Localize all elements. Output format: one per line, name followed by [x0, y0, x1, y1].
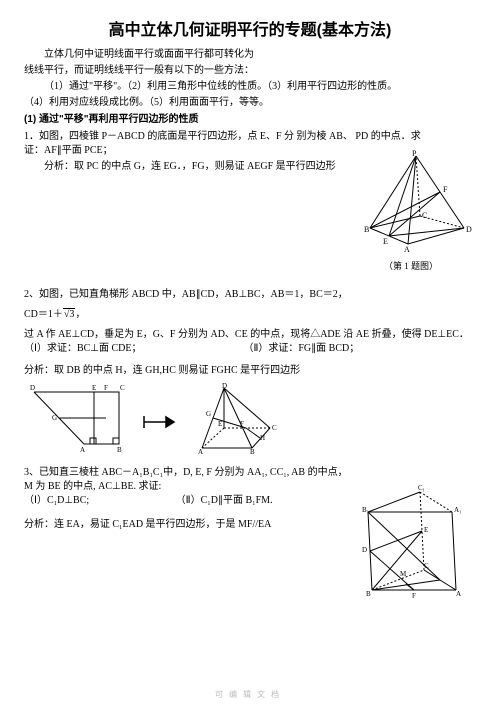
svg-text:G: G [206, 410, 211, 418]
intro-line-1: 立体几何中证明线面平行或面面平行都可转化为 [24, 48, 476, 62]
svg-text:M: M [400, 570, 407, 578]
svg-text:P: P [412, 150, 417, 158]
figure-1: P F B E A C D （第 1 题图） [346, 150, 476, 273]
problem-2-sqrt: √3 [63, 308, 76, 320]
problem-1: 1．如图，四棱锥 P－ABCD 的底面是平行四边形，点 E、F 分 别为棱 AB… [24, 130, 476, 286]
problem-2-analysis: 分析：取 DB 的中点 H，连 GH,HC 则易证 FGHC 是平行四边形 [24, 364, 476, 378]
svg-text:B: B [250, 448, 255, 456]
svg-text:B₁: B₁ [362, 506, 369, 514]
intro-line-3: （1）通过"平移"。（2）利用三角形中位线的性质。（3）利用平行四边形的性质。 [24, 80, 476, 94]
problem-2: 2、如图，已知直角梯形 ABCD 中，AB∥CD，AB⊥BC，AB＝1，BC＝2… [24, 288, 476, 462]
svg-text:F: F [104, 384, 108, 392]
problem-2-claim-1: （Ⅰ）求证：BC⊥面 CDE； [24, 342, 241, 356]
svg-text:D: D [30, 384, 35, 392]
svg-text:E: E [92, 384, 96, 392]
svg-text:D: D [466, 225, 472, 234]
problem-2-line-1: 2、如图，已知直角梯形 ABCD 中，AB∥CD，AB⊥BC，AB＝1，BC＝2… [24, 288, 476, 302]
svg-text:E: E [218, 420, 222, 428]
svg-text:D: D [362, 546, 367, 554]
svg-text:C₁: C₁ [418, 484, 425, 492]
problem-3-line-1: 3、已知直三棱柱 ABC－A₁B₁C₁中，D, E, F 分别为 AA₁, CC… [24, 466, 476, 480]
svg-text:A: A [404, 245, 410, 254]
problem-3-claim-1: （Ⅰ）C₁D⊥BC; [24, 494, 173, 508]
problem-2-line-2a: CD＝1＋ [24, 309, 63, 320]
svg-text:E: E [383, 237, 388, 246]
svg-text:B: B [117, 446, 122, 454]
svg-text:F: F [443, 185, 448, 194]
svg-text:E: E [424, 526, 428, 534]
svg-text:F: F [240, 420, 244, 428]
figure-1-caption: （第 1 题图） [346, 260, 476, 273]
figure-2: DEFC G AB [24, 382, 476, 462]
svg-text:A: A [456, 590, 461, 598]
svg-text:G: G [52, 414, 57, 422]
intro-line-2: 线线平行，而证明线线平行一般有以下的一些方法： [24, 64, 476, 78]
svg-text:C: C [424, 562, 429, 570]
figure-3: B₁ A₁ C₁ E D B A C M F [356, 484, 476, 604]
svg-text:A: A [80, 446, 85, 454]
problem-2-claim-2: （Ⅱ）求证：FG∥面 BCD； [243, 342, 359, 356]
svg-text:F: F [412, 592, 416, 600]
svg-text:B: B [364, 225, 369, 234]
section-1-heading: (1) 通过"平移"再利用平行四边形的性质 [24, 113, 476, 127]
svg-text:C: C [272, 424, 277, 432]
problem-3: 3、已知直三棱柱 ABC－A₁B₁C₁中，D, E, F 分别为 AA₁, CC… [24, 466, 476, 632]
footer-watermark: 可编辑文档 [0, 689, 500, 700]
svg-text:C: C [120, 384, 125, 392]
intro-line-4: （4）利用对应线段成比例。（5）利用面面平行，等等。 [24, 96, 476, 110]
svg-text:B: B [366, 590, 371, 598]
problem-2-line-2b: ， [75, 309, 85, 320]
page-title: 高中立体几何证明平行的专题(基本方法) [24, 20, 476, 42]
svg-text:H: H [260, 434, 265, 442]
svg-text:A₁: A₁ [454, 506, 462, 514]
problem-3-claim-2: （Ⅱ）C₁D∥平面 B₁FM. [176, 494, 273, 508]
svg-text:D: D [222, 382, 227, 390]
svg-text:C: C [422, 211, 427, 220]
svg-text:A: A [198, 448, 203, 456]
problem-1-line-1: 1．如图，四棱锥 P－ABCD 的底面是平行四边形，点 E、F 分 别为棱 AB… [24, 130, 476, 144]
problem-2-line-3: 过 A 作 AE⊥CD，垂足为 E，G、F 分别为 AD、CE 的中点，现将△A… [24, 328, 476, 342]
